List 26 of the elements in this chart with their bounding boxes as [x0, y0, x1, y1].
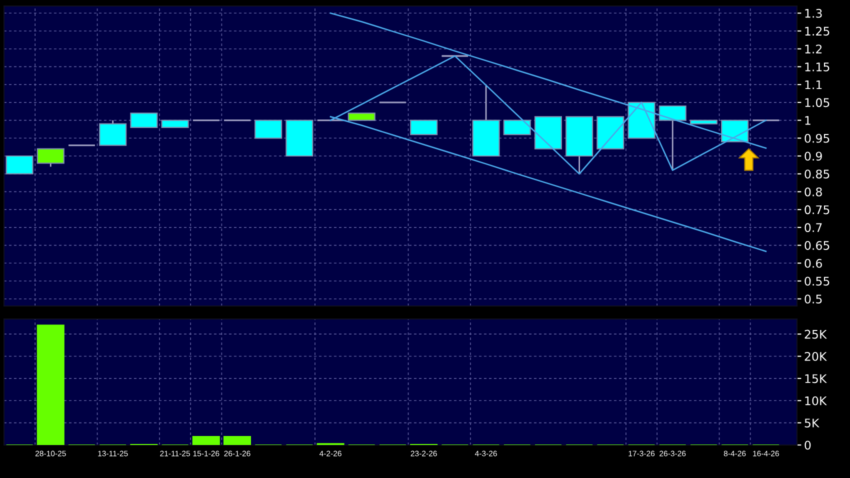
y-tick-label: 0.65 — [804, 241, 830, 250]
y-tick-label: 25K — [804, 330, 827, 339]
y-tick-label: 1 — [805, 116, 810, 125]
y-tick-label: 0.95 — [804, 134, 830, 143]
y-tick-label: 1.05 — [805, 98, 830, 108]
bar — [223, 436, 252, 445]
y-tick-label: 1.1 — [805, 80, 822, 90]
y-tick-label: 0.75 — [804, 205, 830, 214]
y-tick-label: 1.25 — [805, 26, 830, 36]
bar — [192, 436, 220, 445]
y-tick-label: 0.85 — [804, 170, 830, 179]
y-tick-label: 5K — [804, 418, 820, 428]
y-tick-label: 0.5 — [804, 294, 822, 304]
y-tick-label: 1.15 — [805, 62, 830, 72]
y-tick-label: 0.7 — [804, 223, 822, 232]
y-tick-label: 0.9 — [804, 152, 822, 161]
y-tick-label: 0.55 — [804, 276, 830, 286]
y-tick-label: 1.2 — [805, 44, 822, 54]
y-tick-label: 15K — [805, 374, 827, 384]
bar — [36, 324, 64, 445]
y-tick-label: 20K — [804, 352, 827, 361]
y-tick-label: 0.8 — [804, 187, 822, 196]
y-tick-label: 0 — [804, 440, 811, 450]
y-tick-label: 1.3 — [805, 8, 822, 18]
y-tick-label: 0.6 — [804, 258, 822, 268]
y-tick-label: 10K — [805, 396, 827, 406]
